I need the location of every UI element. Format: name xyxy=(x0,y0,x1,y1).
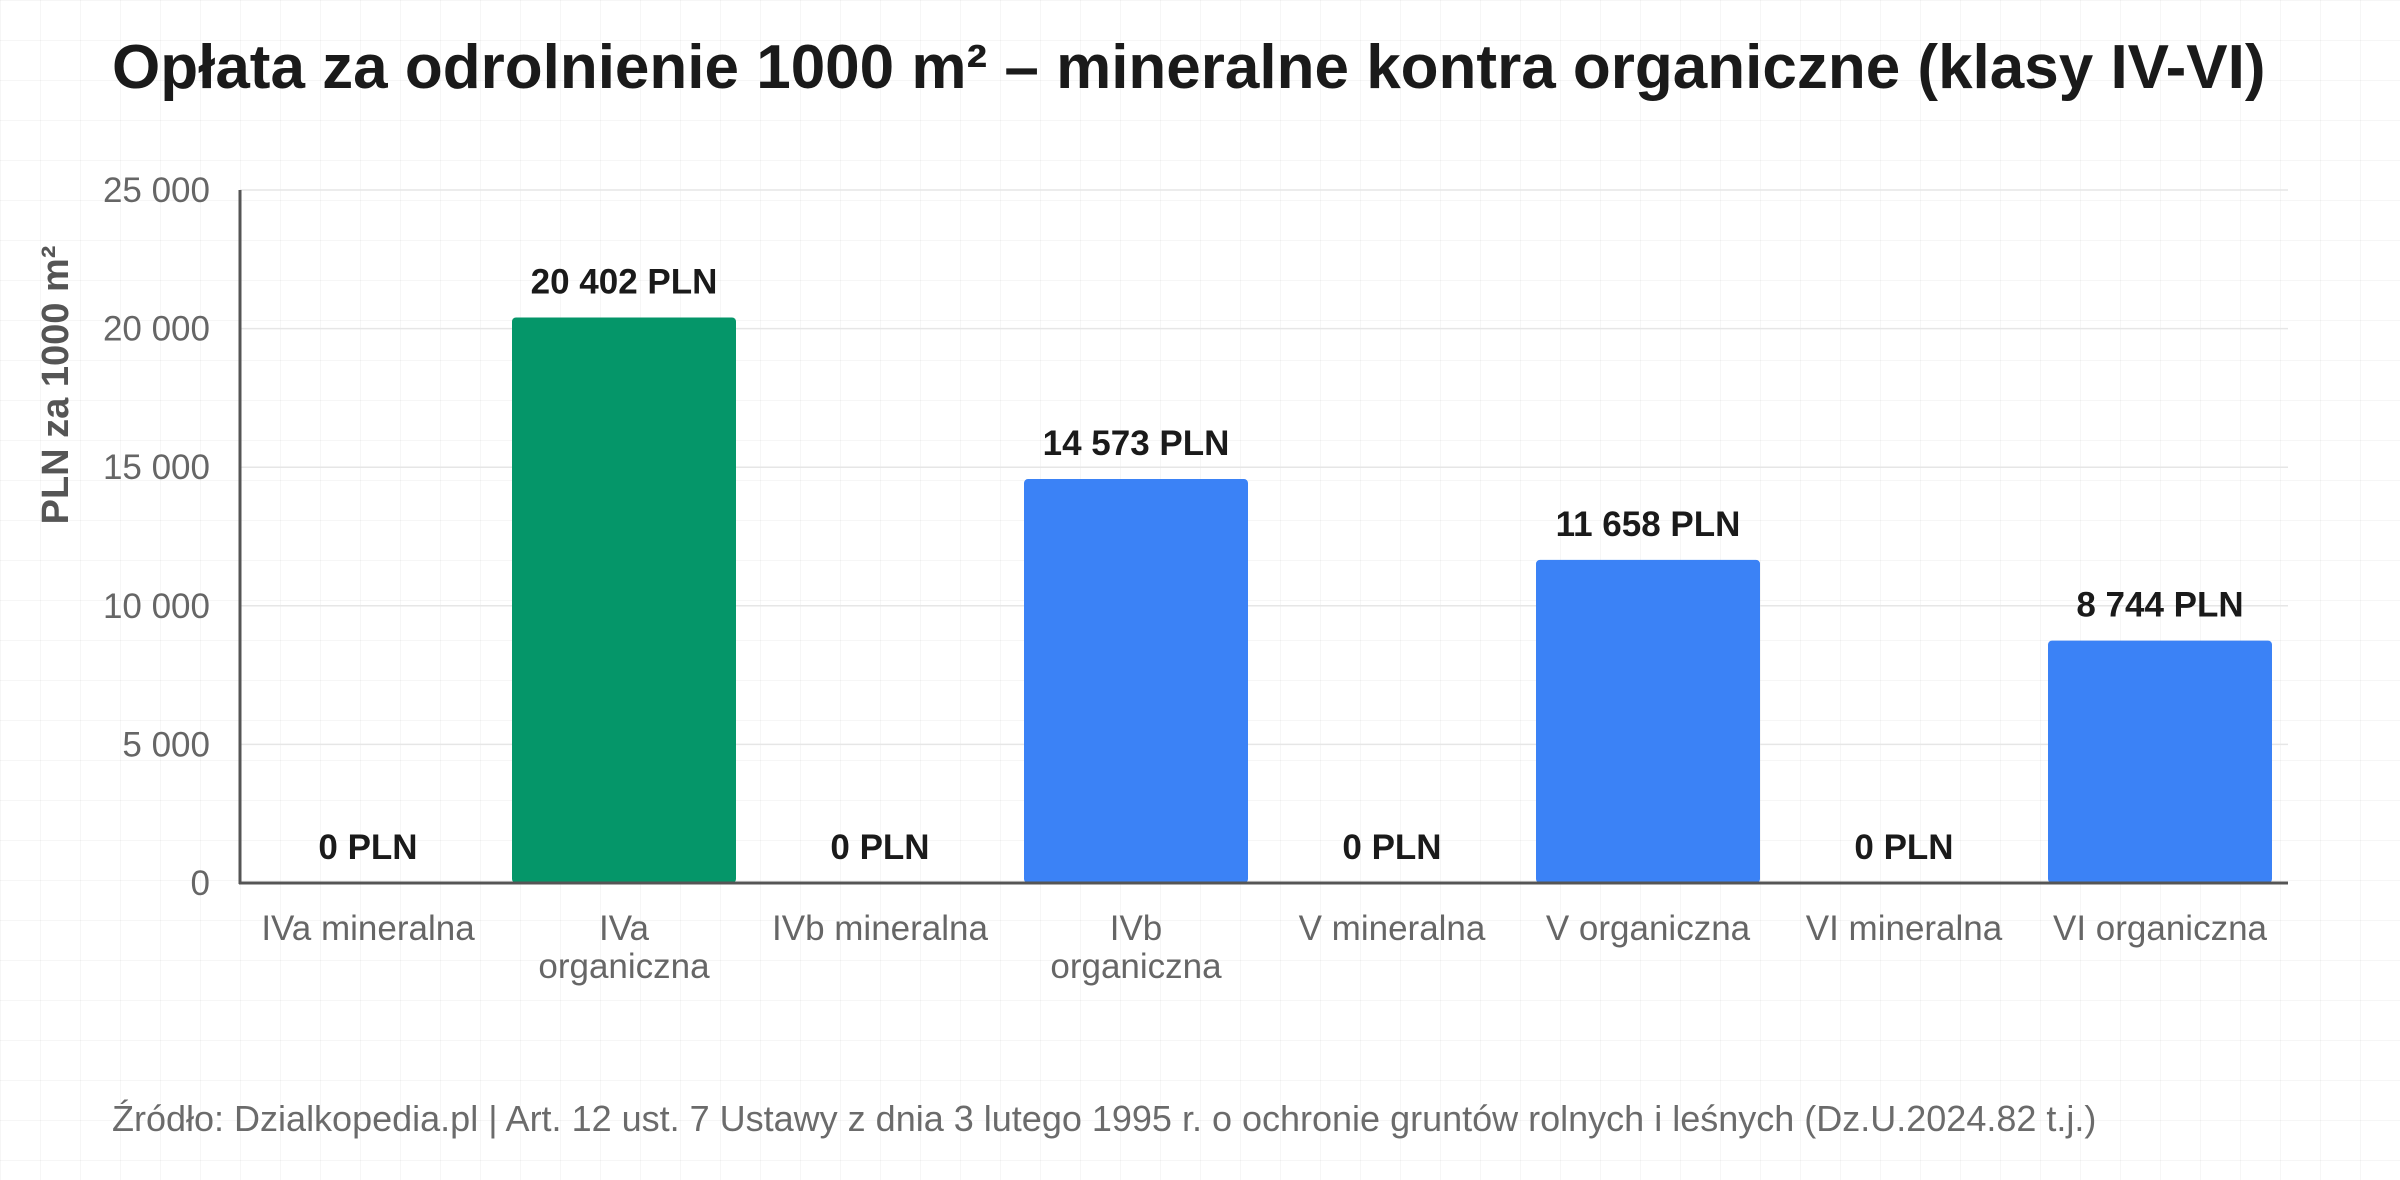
x-tick-label: IVb mineralna xyxy=(772,909,988,948)
x-tick-label-line: IVa mineralna xyxy=(261,909,475,948)
y-tick-label: 25 000 xyxy=(103,171,210,210)
data-label: 0 PLN xyxy=(1342,828,1441,867)
x-tick-label: V mineralna xyxy=(1299,909,1486,948)
x-tick-label: VI organiczna xyxy=(2053,909,2268,948)
x-tick-label: IVa mineralna xyxy=(261,909,475,948)
x-tick-label: IVb organiczna xyxy=(1050,909,1222,986)
y-tick-label: 5 000 xyxy=(122,725,210,764)
bar xyxy=(1024,479,1248,883)
y-tick-label: 15 000 xyxy=(103,448,210,487)
x-tick-label-line: organiczna xyxy=(538,947,710,986)
labels: 0 5 000 10 000 15 000 20 000 25 000 0 PLN IVa m… xyxy=(103,171,2268,986)
data-label: 0 PLN xyxy=(1854,828,1953,867)
x-tick-label-line: IVb xyxy=(1110,909,1163,948)
y-tick-label: 20 000 xyxy=(103,310,210,349)
x-tick-label-line: VI organiczna xyxy=(2053,909,2268,948)
x-tick-label: VI mineralna xyxy=(1806,909,2003,948)
y-tick-label: 10 000 xyxy=(103,587,210,626)
bar xyxy=(512,317,736,884)
y-tick-label: 0 xyxy=(191,864,210,903)
data-label: 20 402 PLN xyxy=(531,262,718,301)
data-label: 0 PLN xyxy=(318,828,417,867)
x-tick-label-line: V mineralna xyxy=(1299,909,1486,948)
bar xyxy=(1536,559,1760,883)
data-label: 14 573 PLN xyxy=(1043,424,1230,463)
x-tick-label: V organiczna xyxy=(1546,909,1751,948)
data-label: 11 658 PLN xyxy=(1556,505,1741,544)
data-label: 0 PLN xyxy=(830,828,929,867)
data-label: 8 744 PLN xyxy=(2076,586,2243,625)
x-tick-label: IVa organiczna xyxy=(538,909,710,986)
x-tick-label-line: IVb mineralna xyxy=(772,909,988,948)
x-tick-label-line: VI mineralna xyxy=(1806,909,2003,948)
bar xyxy=(2048,640,2272,883)
axes xyxy=(238,190,2288,885)
x-tick-label-line: organiczna xyxy=(1050,947,1222,986)
chart-title: Opłata za odrolnienie 1000 m² – mineraln… xyxy=(112,33,2266,102)
y-axis-title: PLN za 1000 m² xyxy=(35,246,77,525)
x-tick-label-line: IVa xyxy=(599,909,649,948)
x-tick-label-line: V organiczna xyxy=(1546,909,1751,948)
bars xyxy=(512,317,2272,884)
source-note: Źródło: Dzialkopedia.pl | Art. 12 ust. 7… xyxy=(112,1098,2097,1139)
